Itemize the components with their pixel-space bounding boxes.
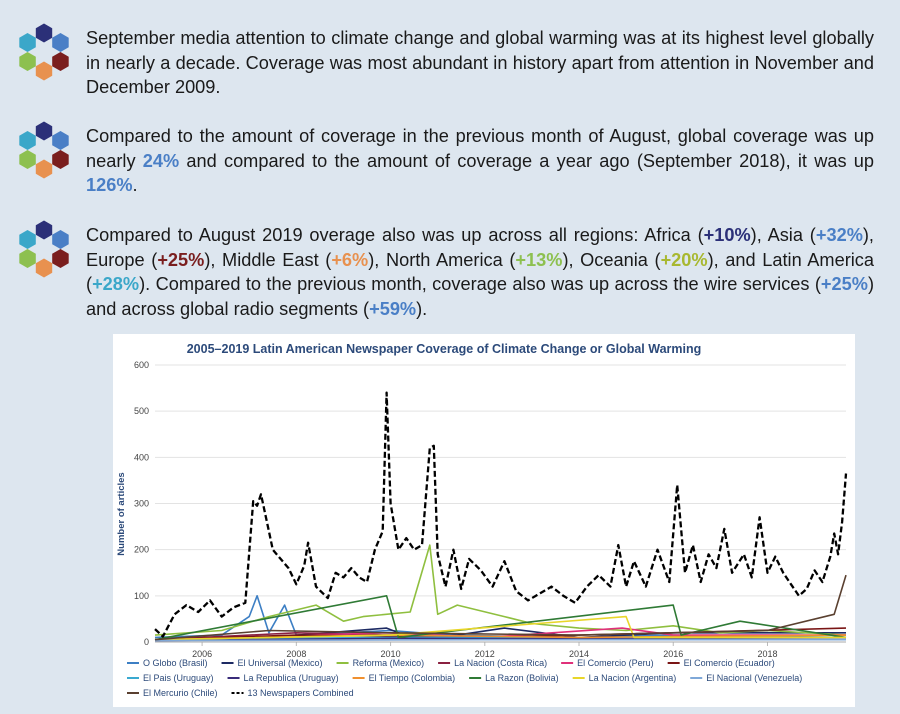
percent-change: +10%: [703, 225, 751, 245]
legend-label: El Universal (Mexico): [238, 658, 323, 668]
hexagon: [52, 131, 69, 150]
y-tick-label: 200: [134, 545, 149, 555]
text-segment: ), Asia (: [750, 225, 816, 245]
percent-change: +59%: [369, 298, 417, 319]
x-tick-label: 2012: [475, 649, 495, 659]
percent-change: +28%: [92, 274, 140, 294]
bullet-text: Compared to August 2019 overage also was…: [86, 223, 874, 321]
legend-label: La Razon (Bolivia): [485, 673, 559, 683]
hexagon: [52, 52, 69, 71]
series-line: [154, 544, 847, 636]
legend-label: Reforma (Mexico): [353, 658, 425, 668]
hexagon-cluster-icon: [19, 23, 69, 81]
text-segment: Compared to August 2019 overage also was…: [86, 225, 704, 245]
legend-label: La Nacion (Costa Rica): [454, 658, 547, 668]
x-tick-label: 2016: [663, 649, 683, 659]
text-segment: ), Europe (: [86, 225, 874, 270]
bullet-3: Compared to August 2019 overage also was…: [14, 220, 874, 321]
hexagon: [19, 33, 36, 52]
x-tick-label: 2008: [286, 649, 306, 659]
hexagon: [35, 258, 53, 278]
text-segment: and compared to the amount of coverage a…: [179, 150, 874, 171]
y-tick-label: 0: [144, 637, 149, 647]
x-tick-label: 2018: [757, 649, 777, 659]
percent-change: +25%: [157, 249, 205, 270]
text-segment: ). Compared to the previous month, cover…: [139, 274, 821, 294]
hexagon: [52, 230, 69, 249]
legend-label: El Comercio (Ecuador): [684, 658, 775, 668]
y-tick-label: 300: [134, 499, 149, 509]
y-axis-label: Number of articles: [116, 472, 127, 555]
x-tick-label: 2014: [569, 649, 589, 659]
bullet-text: Compared to the amount of coverage in th…: [86, 124, 874, 198]
hexagon: [52, 249, 69, 268]
percent-change: +20%: [660, 249, 708, 270]
percent-change: 24%: [142, 150, 180, 171]
text-segment: ).: [416, 298, 428, 319]
hexagon: [35, 61, 53, 81]
percent-change: +25%: [820, 274, 868, 294]
legend-label: El Pais (Uruguay): [143, 673, 214, 683]
legend-label: El Comercio (Peru): [577, 658, 654, 668]
series-line: [154, 615, 846, 641]
chart-title: 2005–2019 Latin American Newspaper Cover…: [187, 342, 702, 356]
legend-label: El Mercurio (Chile): [143, 688, 218, 698]
text-segment: Compared to the amount of coverage in th…: [86, 126, 874, 171]
hexagon: [19, 52, 36, 71]
hexagon: [19, 230, 36, 249]
y-tick-label: 600: [134, 360, 149, 370]
y-tick-label: 500: [134, 406, 149, 416]
series-line: [154, 627, 846, 641]
hexagon-cluster-icon: [19, 220, 69, 278]
hexagon: [52, 33, 69, 52]
hexagon: [35, 23, 53, 43]
legend-label: La Nacion (Argentina): [589, 673, 677, 683]
hexagon: [35, 220, 53, 240]
hexagon: [19, 150, 36, 169]
x-tick-label: 2006: [192, 649, 212, 659]
text-segment: ) and across global radio segments (: [86, 274, 874, 319]
percent-change: +6%: [331, 249, 369, 270]
series-line: [154, 574, 847, 641]
legend-label: 13 Newspapers Combined: [248, 688, 354, 698]
percent-change: 126%: [86, 175, 133, 195]
hexagon: [52, 150, 69, 169]
legend-label: El Nacional (Venezuela): [706, 673, 802, 683]
series-line: [154, 638, 846, 642]
x-tick-label: 2010: [381, 649, 401, 659]
hexagon: [19, 131, 36, 150]
y-tick-label: 400: [134, 452, 149, 462]
percent-change: +13%: [515, 249, 563, 270]
line-chart: 2005–2019 Latin American Newspaper Cover…: [116, 342, 848, 698]
text-segment: ), Oceania (: [562, 249, 661, 270]
hexagon-cluster-icon: [19, 121, 69, 179]
text-segment: ), North America (: [368, 249, 516, 270]
hexagon: [35, 159, 53, 179]
text-segment: ), Middle East (: [204, 249, 332, 270]
text-segment: September media attention to climate cha…: [86, 28, 874, 97]
hexagon: [35, 121, 53, 141]
bullet-1: September media attention to climate cha…: [14, 23, 874, 100]
y-tick-label: 100: [134, 591, 149, 601]
hexagon: [19, 249, 36, 268]
legend-label: O Globo (Brasil): [143, 658, 208, 668]
series-line: [154, 595, 847, 641]
bullet-text: September media attention to climate cha…: [86, 26, 874, 100]
percent-change: +32%: [815, 225, 863, 245]
bullet-2: Compared to the amount of coverage in th…: [14, 121, 874, 198]
chart-panel: 2005–2019 Latin American Newspaper Cover…: [113, 334, 855, 707]
legend-label: La Republica (Uruguay): [244, 673, 339, 683]
text-segment: .: [132, 175, 138, 195]
legend-label: El Tiempo (Colombia): [369, 673, 456, 683]
text-segment: ), and Latin America (: [86, 249, 875, 295]
